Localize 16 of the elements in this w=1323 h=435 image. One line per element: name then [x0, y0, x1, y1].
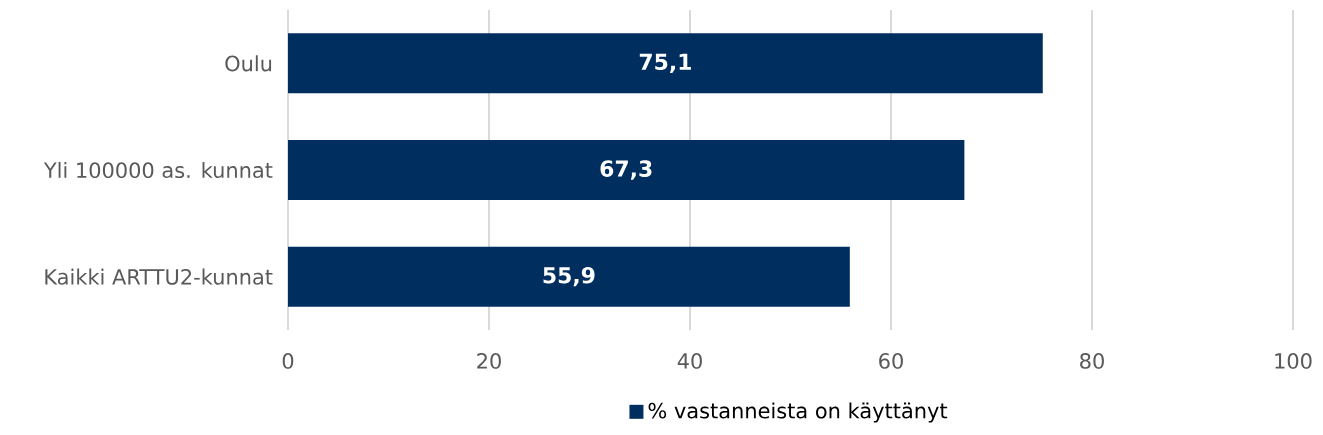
x-tick-label: 60	[879, 353, 903, 369]
x-tick-label: 0	[282, 353, 294, 369]
y-tick-label: Yli 100000 as. kunnat	[43, 161, 273, 179]
bar	[288, 140, 965, 200]
data-label: 75,1	[639, 53, 691, 73]
x-tick-label: 40	[677, 353, 702, 369]
legend-label: % vastanneista on käyttänyt	[648, 402, 948, 423]
data-label: 55,9	[543, 266, 595, 287]
x-tick-label: 20	[477, 353, 501, 369]
data-label: 67,3	[600, 160, 652, 180]
bar	[288, 246, 850, 307]
x-tick-label: 100	[1275, 353, 1312, 369]
bar	[288, 33, 1043, 94]
x-tick-label: 80	[1080, 353, 1104, 369]
y-tick-label: Oulu	[225, 55, 272, 72]
y-tick-label: Kaikki ARTTU2-kunnat	[45, 268, 273, 285]
